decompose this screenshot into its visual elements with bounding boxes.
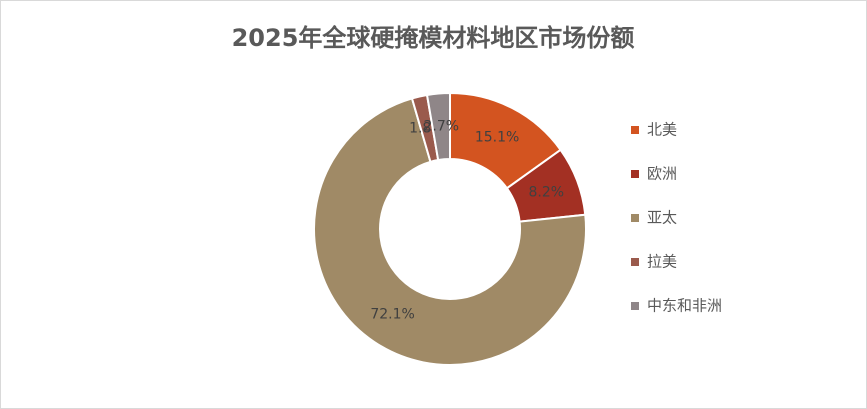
legend-swatch bbox=[631, 170, 639, 178]
legend-label: 拉美 bbox=[647, 253, 677, 271]
legend-swatch bbox=[631, 126, 639, 134]
legend-swatch bbox=[631, 302, 639, 310]
legend-label: 亚太 bbox=[647, 209, 677, 227]
data-label: 8.2% bbox=[528, 184, 564, 200]
data-label: 15.1% bbox=[475, 129, 519, 145]
data-label: 2.7% bbox=[423, 118, 459, 134]
legend-label: 欧洲 bbox=[647, 165, 677, 183]
donut-slice bbox=[313, 97, 587, 366]
legend-swatch bbox=[631, 258, 639, 266]
legend-label: 北美 bbox=[647, 121, 677, 139]
legend-swatch bbox=[631, 214, 639, 222]
chart-title: 2025年全球硬掩模材料地区市场份额 bbox=[232, 24, 635, 52]
donut-slice bbox=[425, 91, 451, 162]
legend-label: 中东和非洲 bbox=[647, 297, 722, 315]
data-label: 72.1% bbox=[370, 307, 414, 323]
